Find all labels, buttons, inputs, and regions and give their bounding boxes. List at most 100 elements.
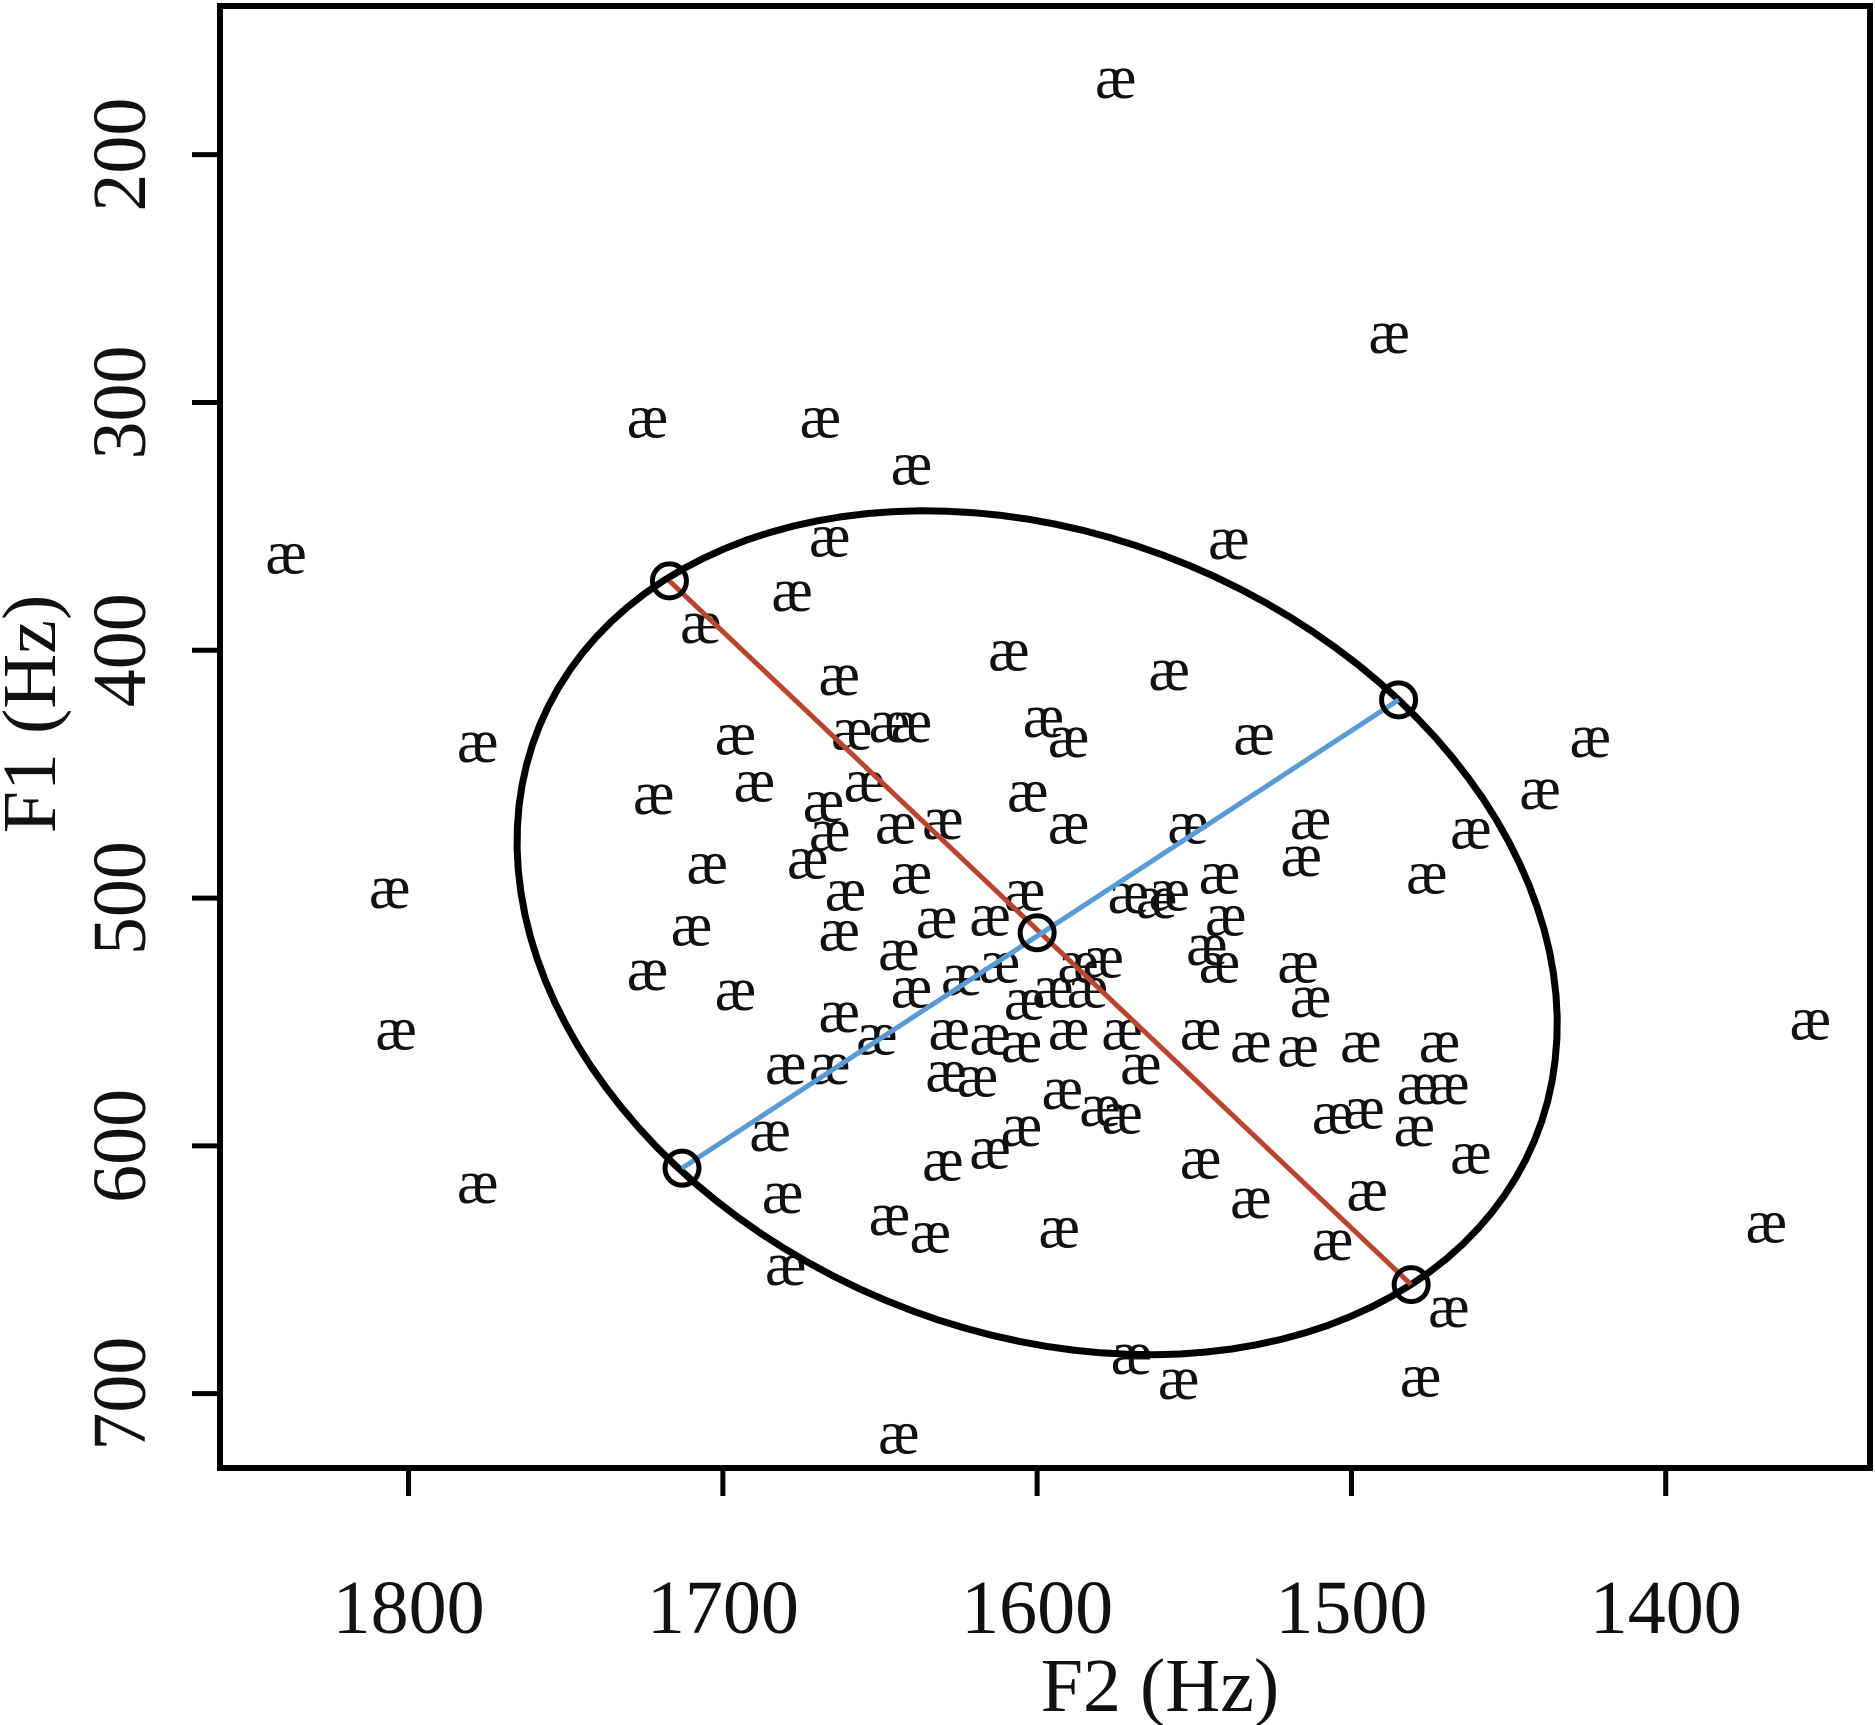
data-point: æ	[1394, 1092, 1435, 1160]
y-tick-label: 600	[78, 1089, 162, 1203]
data-point: æ	[1290, 785, 1331, 853]
data-point: æ	[869, 1181, 910, 1249]
y-tick-label: 400	[78, 593, 162, 707]
x-tick-label: 1700	[647, 1566, 799, 1650]
data-point: æ	[803, 767, 844, 835]
data-point: æ	[1048, 790, 1089, 858]
data-point: æ	[1079, 1072, 1120, 1140]
data-point: æ	[809, 797, 850, 865]
data-point: æ	[818, 896, 859, 964]
data-point: æ	[1570, 703, 1611, 771]
axis-end-marker	[662, 1148, 702, 1188]
data-point: æ	[800, 383, 841, 451]
y-axis-title: F1 (Hz)	[0, 595, 72, 834]
data-point: æ	[1280, 822, 1321, 890]
data-point: æ	[1032, 953, 1073, 1021]
data-point: æ	[265, 520, 306, 588]
data-point: æ	[1519, 755, 1560, 823]
data-point: æ	[1101, 995, 1142, 1063]
data-point: æ	[969, 1114, 1010, 1182]
data-point: æ	[1095, 44, 1136, 112]
data-point: æ	[1450, 1119, 1491, 1187]
y-tick-label: 300	[78, 345, 162, 459]
data-point: æ	[1148, 857, 1189, 925]
data-point: æ	[1343, 1075, 1384, 1143]
data-point: æ	[1148, 636, 1189, 704]
data-point: æ	[1419, 1008, 1460, 1076]
data-point: æ	[1180, 995, 1221, 1063]
data-point: æ	[1205, 881, 1246, 949]
ellipse	[513, 507, 1561, 1359]
x-tick-label: 1800	[333, 1566, 485, 1650]
data-point: æ	[369, 854, 410, 922]
data-point: æ	[671, 891, 712, 959]
axis-end-marker	[649, 561, 689, 601]
data-point: æ	[1007, 758, 1048, 826]
x-tick-label: 1400	[1590, 1566, 1742, 1650]
data-point: æ	[627, 383, 668, 451]
data-point: æ	[771, 557, 812, 625]
data-point: æ	[457, 1149, 498, 1217]
data-point: æ	[988, 616, 1029, 684]
data-point: æ	[1312, 1080, 1353, 1148]
plot-frame	[217, 3, 1873, 1471]
data-point: æ	[878, 916, 919, 984]
data-point: æ	[891, 839, 932, 907]
data-point: æ	[787, 824, 828, 892]
data-point: æ	[633, 760, 674, 828]
data-point: æ	[878, 1399, 919, 1467]
data-point: æ	[1038, 1194, 1079, 1262]
data-point: æ	[1199, 839, 1240, 907]
data-point: æ	[1233, 701, 1274, 769]
data-point: æ	[1208, 505, 1249, 573]
data-point: æ	[818, 978, 859, 1046]
data-point: æ	[1136, 864, 1177, 932]
data-point: æ	[1186, 911, 1227, 979]
data-point: æ	[925, 1038, 966, 1106]
data-point: æ	[1346, 1156, 1387, 1224]
data-point: æ	[1790, 985, 1831, 1053]
axis-end-marker	[1391, 1265, 1431, 1305]
data-point: æ	[765, 1030, 806, 1098]
y-tick-label: 700	[78, 1337, 162, 1451]
y-tick-label: 500	[78, 841, 162, 955]
center-marker	[1017, 913, 1057, 953]
data-point: æ	[1406, 839, 1447, 907]
data-point: æ	[457, 708, 498, 776]
data-point: æ	[1230, 1008, 1271, 1076]
y-tick-label: 200	[78, 98, 162, 212]
data-point: æ	[869, 688, 910, 756]
data-point: æ	[1101, 1080, 1142, 1148]
data-point: æ	[1230, 1164, 1271, 1232]
x-tick-label: 1600	[961, 1566, 1113, 1650]
data-point: æ	[1428, 1050, 1469, 1118]
data-point: æ	[1048, 995, 1089, 1063]
data-point: æ	[715, 701, 756, 769]
data-point: æ	[969, 881, 1010, 949]
data-point: æ	[1400, 1342, 1441, 1410]
data-point: æ	[1312, 1206, 1353, 1274]
data-point: æ	[762, 1159, 803, 1227]
data-point: æ	[627, 936, 668, 1004]
data-point: æ	[1180, 1124, 1221, 1192]
data-point: æ	[749, 1097, 790, 1165]
data-point: æ	[1428, 1273, 1469, 1341]
data-point: æ	[375, 995, 416, 1063]
data-point: æ	[891, 688, 932, 756]
data-point: æ	[1746, 1189, 1787, 1257]
data-point: æ	[1057, 928, 1098, 996]
data-point: æ	[1368, 299, 1409, 367]
data-point: æ	[969, 1000, 1010, 1068]
data-point: æ	[1023, 683, 1064, 751]
data-point: æ	[1290, 963, 1331, 1031]
data-point: æ	[686, 829, 727, 897]
data-point: æ	[1397, 1050, 1438, 1118]
data-point: æ	[922, 1127, 963, 1195]
x-axis-title: F2 (Hz)	[1041, 1644, 1280, 1725]
x-tick-label: 1500	[1275, 1566, 1427, 1650]
data-point: æ	[957, 1042, 998, 1110]
data-point: æ	[856, 1000, 897, 1068]
data-point: æ	[875, 790, 916, 858]
data-point: æ	[891, 430, 932, 498]
